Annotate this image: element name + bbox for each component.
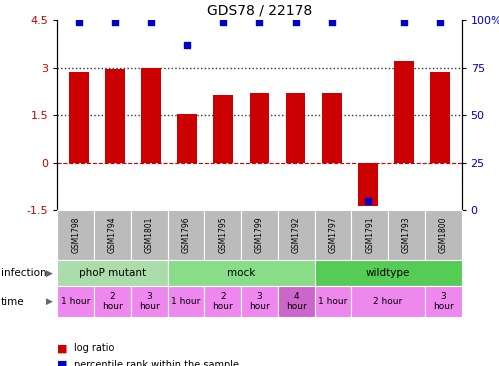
Text: GSM1801: GSM1801 — [145, 217, 154, 253]
Text: 3
hour: 3 hour — [139, 292, 160, 311]
Text: 2 hour: 2 hour — [373, 297, 403, 306]
Bar — [105, 69, 125, 163]
Text: GSM1795: GSM1795 — [218, 217, 227, 254]
Bar — [358, 163, 378, 206]
Point — [147, 19, 155, 25]
Point — [111, 19, 119, 25]
Text: 3
hour: 3 hour — [249, 292, 270, 311]
Text: 3
hour: 3 hour — [433, 292, 454, 311]
Point — [220, 19, 228, 25]
Bar — [322, 93, 342, 163]
Bar — [250, 93, 269, 163]
Point — [436, 19, 444, 25]
Text: mock: mock — [227, 268, 255, 278]
Text: infection: infection — [1, 268, 46, 278]
Point — [400, 19, 408, 25]
Bar — [141, 68, 161, 163]
Text: GSM1800: GSM1800 — [439, 217, 448, 253]
Text: 1 hour: 1 hour — [61, 297, 90, 306]
Bar — [394, 61, 414, 163]
Text: GSM1799: GSM1799 — [255, 217, 264, 254]
Text: ■: ■ — [57, 343, 68, 354]
Title: GDS78 / 22178: GDS78 / 22178 — [207, 4, 312, 18]
Text: time: time — [1, 297, 24, 307]
Text: 1 hour: 1 hour — [171, 297, 201, 306]
Text: percentile rank within the sample: percentile rank within the sample — [74, 360, 239, 366]
Point — [183, 42, 191, 48]
Text: GSM1791: GSM1791 — [365, 217, 374, 253]
Point — [75, 19, 83, 25]
Bar — [430, 72, 450, 163]
Text: ▶: ▶ — [46, 269, 53, 277]
Point — [364, 198, 372, 204]
Text: 4
hour: 4 hour — [286, 292, 306, 311]
Text: GSM1796: GSM1796 — [182, 217, 191, 254]
Text: GSM1793: GSM1793 — [402, 217, 411, 254]
Text: 2
hour: 2 hour — [213, 292, 233, 311]
Text: ■: ■ — [57, 360, 68, 366]
Bar — [69, 72, 89, 163]
Text: wildtype: wildtype — [366, 268, 410, 278]
Text: GSM1798: GSM1798 — [71, 217, 80, 253]
Point — [291, 19, 299, 25]
Text: GSM1792: GSM1792 — [292, 217, 301, 253]
Point — [255, 19, 263, 25]
Text: 2
hour: 2 hour — [102, 292, 123, 311]
Bar — [214, 95, 234, 163]
Text: 1 hour: 1 hour — [318, 297, 348, 306]
Bar — [285, 93, 305, 163]
Text: log ratio: log ratio — [74, 343, 114, 354]
Bar — [177, 114, 197, 163]
Text: GSM1794: GSM1794 — [108, 217, 117, 254]
Text: GSM1797: GSM1797 — [328, 217, 337, 254]
Text: phoP mutant: phoP mutant — [79, 268, 146, 278]
Text: ▶: ▶ — [46, 297, 53, 306]
Point — [328, 19, 336, 25]
